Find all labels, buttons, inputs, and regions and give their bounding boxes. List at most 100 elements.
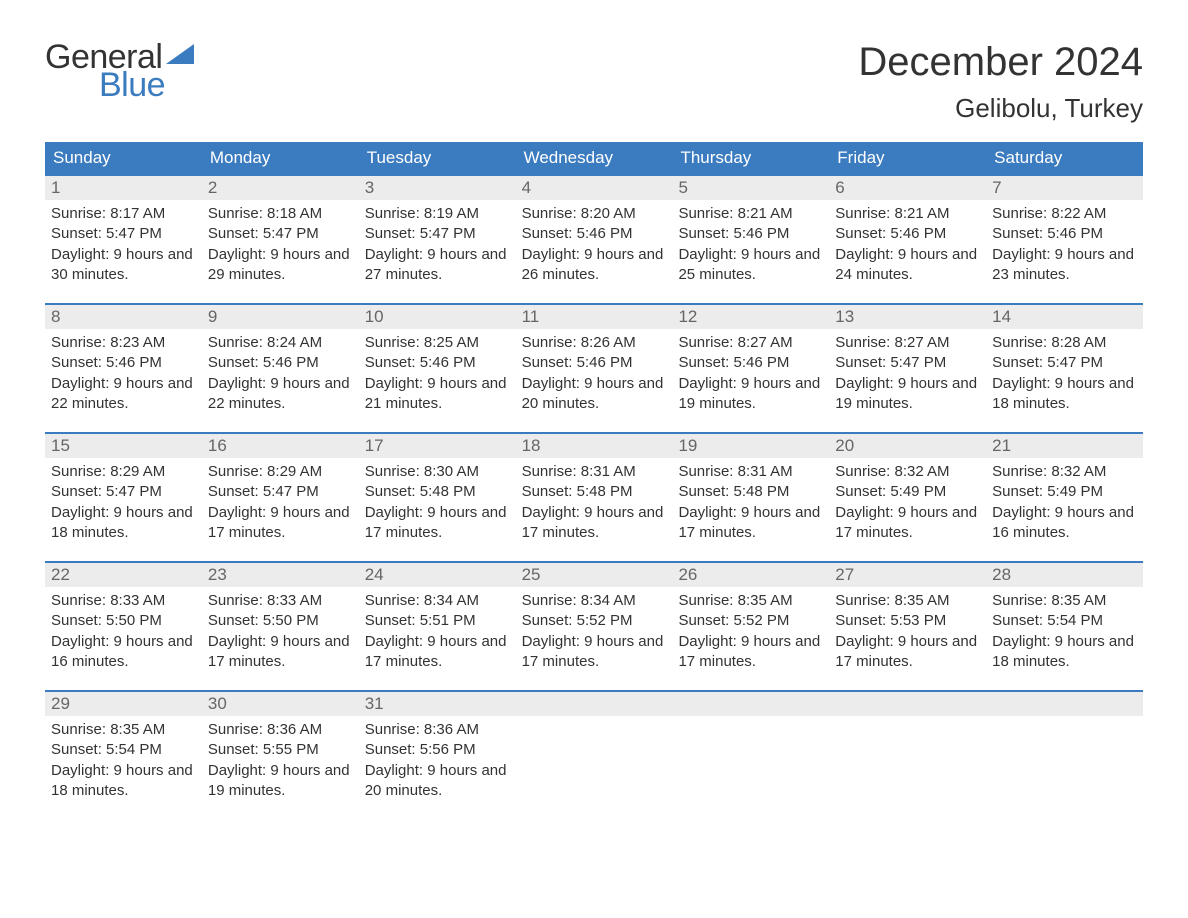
daylight-line: Daylight: 9 hours and 17 minutes.: [522, 632, 667, 673]
title-block: December 2024 Gelibolu, Turkey: [858, 40, 1143, 124]
day-number: 6: [829, 176, 986, 200]
day-number: 9: [202, 305, 359, 329]
sunset-line: Sunset: 5:49 PM: [835, 482, 980, 502]
day-content: Sunrise: 8:27 AMSunset: 5:47 PMDaylight:…: [829, 329, 986, 418]
day-content: Sunrise: 8:24 AMSunset: 5:46 PMDaylight:…: [202, 329, 359, 418]
weekday-header: Thursday: [672, 142, 829, 174]
day-cell: 30Sunrise: 8:36 AMSunset: 5:55 PMDayligh…: [202, 692, 359, 805]
sunrise-line: Sunrise: 8:34 AM: [522, 591, 667, 611]
weekday-header: Sunday: [45, 142, 202, 174]
sunset-line: Sunset: 5:46 PM: [678, 224, 823, 244]
day-number: 23: [202, 563, 359, 587]
day-content: Sunrise: 8:31 AMSunset: 5:48 PMDaylight:…: [672, 458, 829, 547]
day-content: Sunrise: 8:33 AMSunset: 5:50 PMDaylight:…: [45, 587, 202, 676]
daylight-line: Daylight: 9 hours and 23 minutes.: [992, 245, 1137, 286]
day-number: 24: [359, 563, 516, 587]
day-content: Sunrise: 8:22 AMSunset: 5:46 PMDaylight:…: [986, 200, 1143, 289]
sunrise-line: Sunrise: 8:35 AM: [992, 591, 1137, 611]
daylight-line: Daylight: 9 hours and 18 minutes.: [51, 503, 196, 544]
daylight-line: Daylight: 9 hours and 18 minutes.: [992, 374, 1137, 415]
daylight-line: Daylight: 9 hours and 27 minutes.: [365, 245, 510, 286]
sunrise-line: Sunrise: 8:17 AM: [51, 204, 196, 224]
day-cell: 17Sunrise: 8:30 AMSunset: 5:48 PMDayligh…: [359, 434, 516, 547]
logo-triangle-icon: [166, 44, 194, 68]
daylight-line: Daylight: 9 hours and 22 minutes.: [51, 374, 196, 415]
weekday-header-row: SundayMondayTuesdayWednesdayThursdayFrid…: [45, 142, 1143, 174]
sunset-line: Sunset: 5:46 PM: [51, 353, 196, 373]
day-number: 25: [516, 563, 673, 587]
sunset-line: Sunset: 5:46 PM: [208, 353, 353, 373]
sunrise-line: Sunrise: 8:19 AM: [365, 204, 510, 224]
sunrise-line: Sunrise: 8:31 AM: [678, 462, 823, 482]
sunset-line: Sunset: 5:50 PM: [51, 611, 196, 631]
daylight-line: Daylight: 9 hours and 17 minutes.: [208, 503, 353, 544]
sunset-line: Sunset: 5:49 PM: [992, 482, 1137, 502]
weeks-container: 1Sunrise: 8:17 AMSunset: 5:47 PMDaylight…: [45, 174, 1143, 805]
sunset-line: Sunset: 5:48 PM: [365, 482, 510, 502]
sunrise-line: Sunrise: 8:25 AM: [365, 333, 510, 353]
daylight-line: Daylight: 9 hours and 17 minutes.: [522, 503, 667, 544]
day-content: Sunrise: 8:29 AMSunset: 5:47 PMDaylight:…: [202, 458, 359, 547]
day-content: Sunrise: 8:21 AMSunset: 5:46 PMDaylight:…: [672, 200, 829, 289]
day-number: 2: [202, 176, 359, 200]
daylight-line: Daylight: 9 hours and 19 minutes.: [835, 374, 980, 415]
sunset-line: Sunset: 5:51 PM: [365, 611, 510, 631]
sunset-line: Sunset: 5:54 PM: [51, 740, 196, 760]
weekday-header: Friday: [829, 142, 986, 174]
sunrise-line: Sunrise: 8:28 AM: [992, 333, 1137, 353]
day-cell: 4Sunrise: 8:20 AMSunset: 5:46 PMDaylight…: [516, 176, 673, 289]
day-cell: 21Sunrise: 8:32 AMSunset: 5:49 PMDayligh…: [986, 434, 1143, 547]
day-content: Sunrise: 8:34 AMSunset: 5:52 PMDaylight:…: [516, 587, 673, 676]
daylight-line: Daylight: 9 hours and 25 minutes.: [678, 245, 823, 286]
sunset-line: Sunset: 5:47 PM: [208, 482, 353, 502]
day-cell: 14Sunrise: 8:28 AMSunset: 5:47 PMDayligh…: [986, 305, 1143, 418]
daylight-line: Daylight: 9 hours and 24 minutes.: [835, 245, 980, 286]
day-cell: 31Sunrise: 8:36 AMSunset: 5:56 PMDayligh…: [359, 692, 516, 805]
day-number: 7: [986, 176, 1143, 200]
sunset-line: Sunset: 5:46 PM: [365, 353, 510, 373]
day-cell: 8Sunrise: 8:23 AMSunset: 5:46 PMDaylight…: [45, 305, 202, 418]
day-content: Sunrise: 8:35 AMSunset: 5:52 PMDaylight:…: [672, 587, 829, 676]
day-cell: 9Sunrise: 8:24 AMSunset: 5:46 PMDaylight…: [202, 305, 359, 418]
daylight-line: Daylight: 9 hours and 20 minutes.: [522, 374, 667, 415]
sunset-line: Sunset: 5:47 PM: [365, 224, 510, 244]
sunset-line: Sunset: 5:48 PM: [678, 482, 823, 502]
sunrise-line: Sunrise: 8:35 AM: [51, 720, 196, 740]
day-cell: [829, 692, 986, 805]
day-cell: 28Sunrise: 8:35 AMSunset: 5:54 PMDayligh…: [986, 563, 1143, 676]
week-row: 29Sunrise: 8:35 AMSunset: 5:54 PMDayligh…: [45, 690, 1143, 805]
sunset-line: Sunset: 5:47 PM: [208, 224, 353, 244]
calendar: SundayMondayTuesdayWednesdayThursdayFrid…: [45, 142, 1143, 805]
day-cell: 22Sunrise: 8:33 AMSunset: 5:50 PMDayligh…: [45, 563, 202, 676]
day-number: 8: [45, 305, 202, 329]
day-content: Sunrise: 8:25 AMSunset: 5:46 PMDaylight:…: [359, 329, 516, 418]
day-content: Sunrise: 8:30 AMSunset: 5:48 PMDaylight:…: [359, 458, 516, 547]
day-cell: 13Sunrise: 8:27 AMSunset: 5:47 PMDayligh…: [829, 305, 986, 418]
sunrise-line: Sunrise: 8:20 AM: [522, 204, 667, 224]
daylight-line: Daylight: 9 hours and 18 minutes.: [992, 632, 1137, 673]
sunrise-line: Sunrise: 8:21 AM: [678, 204, 823, 224]
day-number: [986, 692, 1143, 716]
daylight-line: Daylight: 9 hours and 17 minutes.: [678, 503, 823, 544]
day-number: 1: [45, 176, 202, 200]
daylight-line: Daylight: 9 hours and 20 minutes.: [365, 761, 510, 802]
day-cell: 6Sunrise: 8:21 AMSunset: 5:46 PMDaylight…: [829, 176, 986, 289]
sunset-line: Sunset: 5:47 PM: [51, 482, 196, 502]
day-cell: 5Sunrise: 8:21 AMSunset: 5:46 PMDaylight…: [672, 176, 829, 289]
day-number: 28: [986, 563, 1143, 587]
sunrise-line: Sunrise: 8:31 AM: [522, 462, 667, 482]
sunrise-line: Sunrise: 8:32 AM: [835, 462, 980, 482]
day-number: 10: [359, 305, 516, 329]
day-content: Sunrise: 8:35 AMSunset: 5:54 PMDaylight:…: [45, 716, 202, 805]
sunset-line: Sunset: 5:52 PM: [522, 611, 667, 631]
day-cell: 19Sunrise: 8:31 AMSunset: 5:48 PMDayligh…: [672, 434, 829, 547]
day-cell: 29Sunrise: 8:35 AMSunset: 5:54 PMDayligh…: [45, 692, 202, 805]
sunrise-line: Sunrise: 8:34 AM: [365, 591, 510, 611]
day-content: Sunrise: 8:27 AMSunset: 5:46 PMDaylight:…: [672, 329, 829, 418]
day-number: [516, 692, 673, 716]
day-content: Sunrise: 8:21 AMSunset: 5:46 PMDaylight:…: [829, 200, 986, 289]
sunrise-line: Sunrise: 8:27 AM: [678, 333, 823, 353]
sunset-line: Sunset: 5:46 PM: [835, 224, 980, 244]
daylight-line: Daylight: 9 hours and 17 minutes.: [678, 632, 823, 673]
day-cell: 16Sunrise: 8:29 AMSunset: 5:47 PMDayligh…: [202, 434, 359, 547]
